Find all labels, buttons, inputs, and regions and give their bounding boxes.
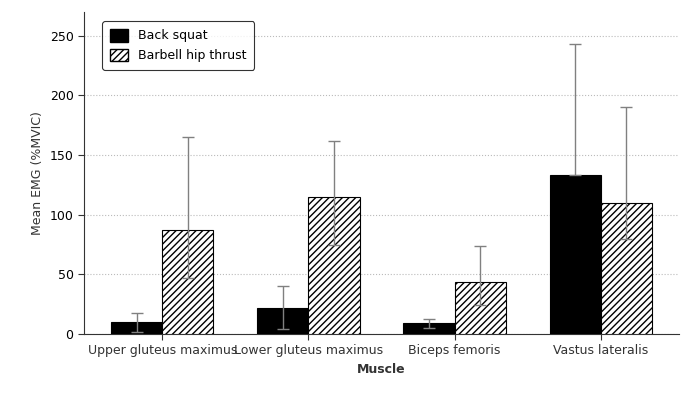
Y-axis label: Mean EMG (%MVIC): Mean EMG (%MVIC) <box>32 111 44 235</box>
Bar <box>257 308 309 334</box>
X-axis label: Muscle: Muscle <box>357 363 406 376</box>
Bar <box>454 281 506 334</box>
Bar <box>601 203 652 334</box>
Bar <box>162 230 214 334</box>
Legend: Back squat, Barbell hip thrust: Back squat, Barbell hip thrust <box>102 21 254 70</box>
Bar <box>550 175 601 334</box>
Bar <box>111 322 162 334</box>
Bar <box>403 323 454 334</box>
Bar <box>309 197 360 334</box>
